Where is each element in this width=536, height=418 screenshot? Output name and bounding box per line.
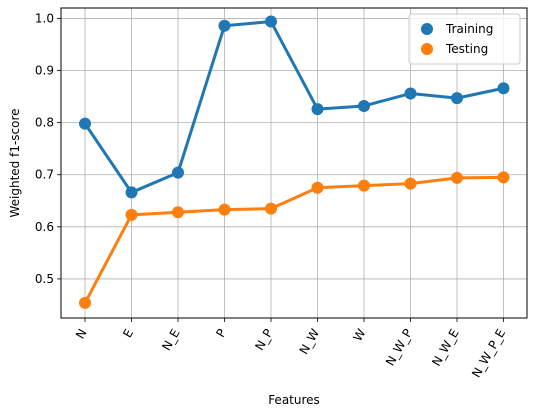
x-tick-label: E bbox=[120, 327, 136, 341]
data-point-testing bbox=[311, 181, 324, 194]
y-axis-ticks: 0.5 0.6 0.7 0.8 0.9 1.0 bbox=[35, 11, 61, 286]
data-point-training bbox=[79, 117, 91, 130]
grid-lines bbox=[61, 8, 527, 318]
data-point-testing bbox=[79, 296, 91, 309]
x-tick-label: N_E bbox=[159, 327, 182, 354]
x-tick-label: N_W bbox=[297, 326, 323, 356]
data-point-training bbox=[125, 186, 138, 199]
plot-frame bbox=[60, 7, 528, 319]
data-point-testing bbox=[218, 203, 231, 216]
x-tick-label: N_W_P_E bbox=[469, 327, 508, 380]
data-point-training bbox=[265, 15, 277, 28]
series-layer bbox=[79, 15, 510, 309]
data-point-testing bbox=[265, 202, 277, 215]
legend-label-testing: Testing bbox=[445, 42, 488, 56]
data-point-testing bbox=[125, 208, 138, 221]
data-point-training bbox=[497, 82, 510, 95]
data-point-training bbox=[311, 103, 324, 116]
data-point-training bbox=[358, 99, 370, 112]
data-point-testing bbox=[497, 171, 510, 184]
y-axis-label: Weighted f1-score bbox=[8, 108, 22, 217]
x-tick-label: W bbox=[351, 326, 369, 343]
y-tick-label: 0.8 bbox=[35, 116, 54, 130]
data-point-testing bbox=[358, 179, 370, 192]
x-tick-label: P bbox=[213, 327, 229, 340]
x-tick-label: N_P bbox=[252, 327, 275, 353]
x-axis-label: Features bbox=[268, 393, 320, 407]
legend-marker-training bbox=[421, 23, 433, 35]
y-tick-label: 0.9 bbox=[35, 64, 54, 78]
x-tick-label: N bbox=[73, 327, 90, 342]
x-axis-ticks: N E N_E P N_P N_W W N_W_P N_W_E N_W_P_E bbox=[73, 318, 508, 380]
data-point-training bbox=[172, 166, 184, 179]
legend-label-training: Training bbox=[445, 22, 493, 36]
legend-marker-testing bbox=[421, 43, 433, 55]
data-point-testing bbox=[172, 206, 184, 219]
series-line-training bbox=[83, 20, 504, 194]
y-tick-label: 1.0 bbox=[35, 11, 54, 25]
legend-box bbox=[408, 13, 521, 65]
data-point-testing bbox=[404, 177, 417, 190]
x-tick-label: N_W_P bbox=[383, 327, 415, 369]
series-line-testing bbox=[83, 175, 504, 304]
y-tick-label: 0.5 bbox=[35, 272, 54, 286]
y-tick-label: 0.6 bbox=[35, 220, 54, 234]
legend: Training Testing bbox=[408, 13, 521, 65]
data-point-training bbox=[451, 92, 463, 105]
data-point-training bbox=[218, 19, 231, 32]
y-tick-label: 0.7 bbox=[35, 168, 54, 182]
x-tick-label: N_W_E bbox=[429, 327, 461, 369]
data-point-testing bbox=[451, 171, 463, 184]
data-point-training bbox=[404, 87, 417, 100]
